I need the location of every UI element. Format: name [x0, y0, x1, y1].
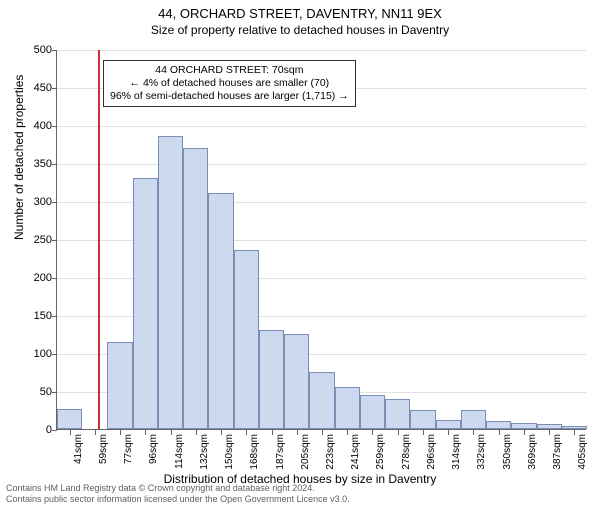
ytick-label: 500: [12, 44, 52, 56]
ytick-label: 150: [12, 310, 52, 322]
ytick-label: 300: [12, 196, 52, 208]
footer-line-2: Contains public sector information licen…: [6, 494, 350, 504]
histogram-bar: [234, 250, 259, 429]
histogram-bar: [436, 420, 461, 429]
ytick-mark: [52, 316, 57, 317]
ytick-label: 50: [12, 386, 52, 398]
ytick-label: 0: [12, 424, 52, 436]
xtick-mark: [120, 430, 121, 435]
xtick-mark: [145, 430, 146, 435]
histogram-bar: [486, 421, 511, 429]
gridline: [57, 126, 586, 127]
xtick-mark: [372, 430, 373, 435]
xtick-mark: [574, 430, 575, 435]
xtick-mark: [297, 430, 298, 435]
footer-attribution: Contains HM Land Registry data © Crown c…: [6, 483, 350, 504]
gridline: [57, 164, 586, 165]
histogram-bar: [57, 409, 82, 429]
xtick-mark: [70, 430, 71, 435]
ytick-mark: [52, 240, 57, 241]
histogram-bar: [385, 399, 410, 429]
histogram-bar: [284, 334, 309, 429]
histogram-bar: [511, 423, 536, 429]
histogram-bar: [537, 424, 562, 429]
xtick-mark: [524, 430, 525, 435]
annotation-line-2: ← 4% of detached houses are smaller (70): [110, 77, 349, 90]
xtick-mark: [95, 430, 96, 435]
ytick-mark: [52, 126, 57, 127]
reference-line: [98, 50, 100, 429]
gridline: [57, 50, 586, 51]
ytick-label: 100: [12, 348, 52, 360]
annotation-box: 44 ORCHARD STREET: 70sqm ← 4% of detache…: [103, 60, 356, 107]
xtick-mark: [448, 430, 449, 435]
histogram-bar: [410, 410, 435, 429]
xtick-mark: [398, 430, 399, 435]
xtick-mark: [423, 430, 424, 435]
histogram-bar: [360, 395, 385, 429]
annotation-line-1: 44 ORCHARD STREET: 70sqm: [110, 64, 349, 77]
ytick-label: 200: [12, 272, 52, 284]
histogram-bar: [562, 426, 587, 429]
ytick-label: 350: [12, 158, 52, 170]
annotation-line-3: 96% of semi-detached houses are larger (…: [110, 90, 349, 103]
histogram-bar: [133, 178, 158, 429]
ytick-mark: [52, 202, 57, 203]
ytick-mark: [52, 88, 57, 89]
ytick-label: 450: [12, 82, 52, 94]
footer-line-1: Contains HM Land Registry data © Crown c…: [6, 483, 350, 493]
xtick-mark: [196, 430, 197, 435]
xtick-mark: [322, 430, 323, 435]
ytick-mark: [52, 164, 57, 165]
xtick-mark: [549, 430, 550, 435]
histogram-bar: [107, 342, 132, 429]
histogram-bar: [309, 372, 334, 429]
xtick-mark: [499, 430, 500, 435]
ytick-label: 250: [12, 234, 52, 246]
chart-area: 05010015020025030035040045050041sqm59sqm…: [56, 50, 586, 430]
xtick-mark: [171, 430, 172, 435]
xtick-mark: [272, 430, 273, 435]
ytick-mark: [52, 392, 57, 393]
ytick-mark: [52, 430, 57, 431]
histogram-bar: [183, 148, 208, 429]
xtick-mark: [347, 430, 348, 435]
xtick-mark: [473, 430, 474, 435]
ytick-mark: [52, 50, 57, 51]
histogram-bar: [461, 410, 486, 429]
xtick-mark: [221, 430, 222, 435]
histogram-bar: [335, 387, 360, 429]
xtick-mark: [246, 430, 247, 435]
title-sub: Size of property relative to detached ho…: [0, 23, 600, 37]
histogram-bar: [208, 193, 233, 429]
ytick-mark: [52, 354, 57, 355]
ytick-mark: [52, 278, 57, 279]
ytick-label: 400: [12, 120, 52, 132]
histogram-bar: [259, 330, 284, 429]
title-main: 44, ORCHARD STREET, DAVENTRY, NN11 9EX: [0, 6, 600, 21]
histogram-bar: [158, 136, 183, 429]
